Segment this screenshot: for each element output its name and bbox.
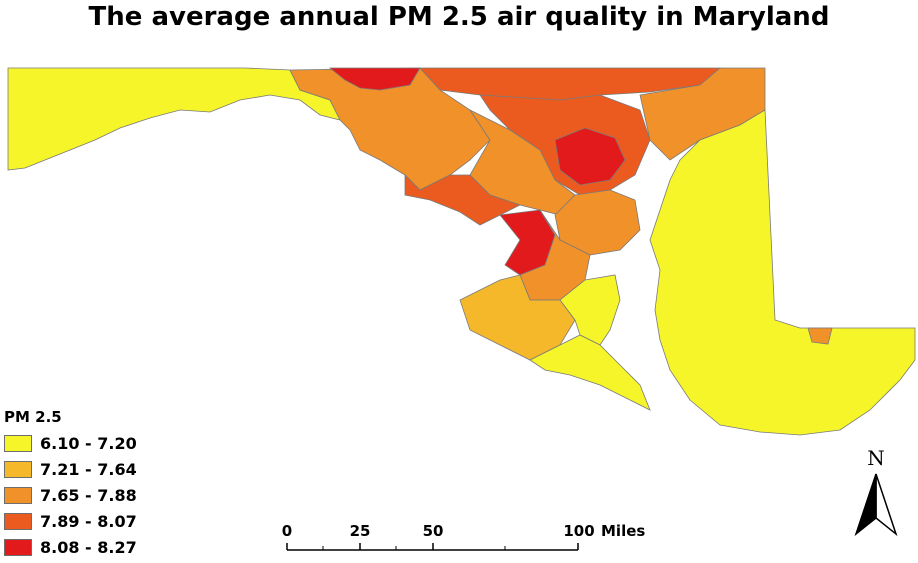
legend-label: 7.21 - 7.64	[40, 459, 137, 479]
legend-label: 7.65 - 7.88	[40, 485, 137, 505]
legend-label: 7.89 - 8.07	[40, 511, 137, 531]
legend-items: 6.10 - 7.20 7.21 - 7.64 7.65 - 7.88 7.89 - …	[4, 430, 137, 560]
north-letter: N	[867, 446, 885, 470]
legend-swatch	[4, 486, 32, 504]
legend-swatch	[4, 538, 32, 556]
legend-label: 6.10 - 7.20	[40, 433, 137, 453]
legend-item: 7.89 - 8.07	[4, 508, 137, 534]
legend-item: 6.10 - 7.20	[4, 430, 137, 456]
north-arrow-icon	[854, 473, 898, 537]
legend-swatch	[4, 434, 32, 452]
scale-tick-100: 100	[563, 522, 595, 540]
legend-item: 7.21 - 7.64	[4, 456, 137, 482]
scale-tick-0: 0	[281, 522, 293, 540]
legend: PM 2.5 6.10 - 7.20 7.21 - 7.64 7.65 - 7.88…	[4, 408, 137, 560]
scale-bar-line	[286, 543, 579, 551]
legend-label: 8.08 - 8.27	[40, 537, 137, 557]
legend-title: PM 2.5	[4, 408, 62, 426]
region-anne-arundel	[554, 189, 641, 256]
scale-unit: Miles	[601, 522, 646, 540]
legend-item: 8.08 - 8.27	[4, 534, 137, 560]
region-montgomery	[404, 174, 522, 226]
region-baltimore-city	[554, 127, 626, 186]
region-western-panhandle	[7, 67, 341, 171]
region-ocean-city	[807, 327, 833, 345]
region-st-marys	[529, 334, 651, 411]
region-eastern-shore	[649, 109, 916, 436]
scale-bar: 0 25 50 100 Miles	[281, 522, 645, 562]
legend-item: 7.65 - 7.88	[4, 482, 137, 508]
map-title: The average annual PM 2.5 air quality in…	[88, 2, 830, 32]
north-arrow: N	[852, 446, 900, 538]
legend-swatch	[4, 512, 32, 530]
scale-tick-50: 50	[422, 522, 444, 540]
scale-tick-25: 25	[349, 522, 371, 540]
legend-swatch	[4, 460, 32, 478]
